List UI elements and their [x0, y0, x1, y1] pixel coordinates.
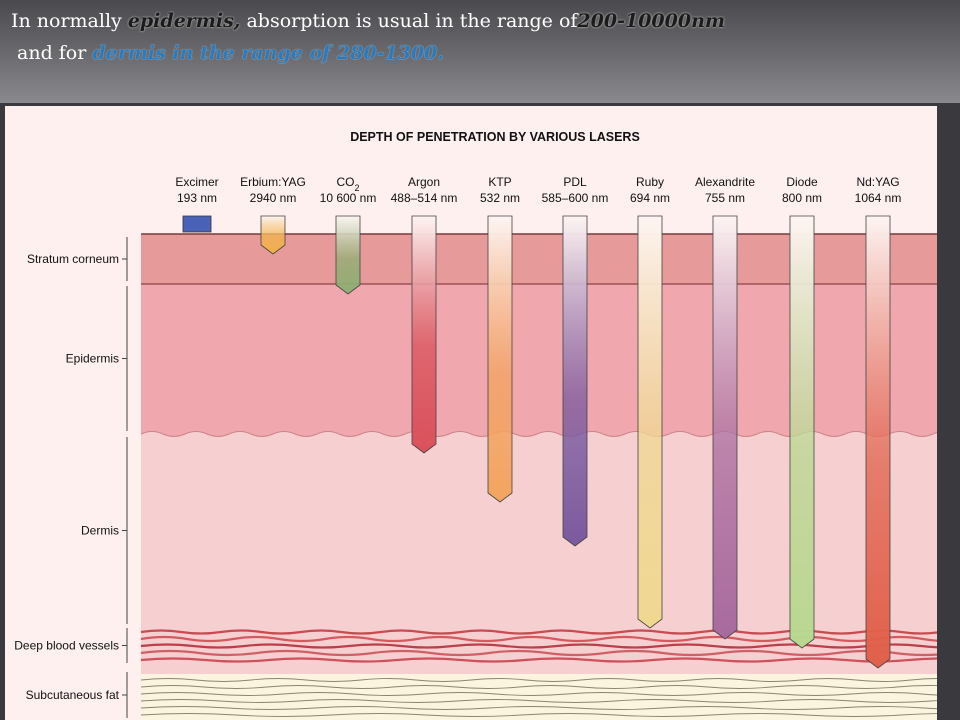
- beam-ruby: [637, 215, 663, 629]
- laser-name-excimer: Excimer: [175, 175, 218, 189]
- layer-label-dermis: Dermis: [81, 524, 119, 538]
- laser-beams: [182, 215, 891, 669]
- subcutaneous-fat-layer: [141, 674, 937, 720]
- beam-erbium-yag: [260, 215, 286, 255]
- beam-nd-yag: [865, 215, 891, 669]
- dermis-range-highlight: dermis in the range of 280-1300.: [92, 42, 444, 64]
- laser-name-nd-yag: Nd:YAG: [856, 175, 899, 189]
- figure-title: DEPTH OF PENETRATION BY VARIOUS LASERS: [350, 130, 640, 144]
- epidermis-layer: [141, 284, 937, 442]
- laser-name-argon: Argon: [408, 175, 440, 189]
- beam-diode: [789, 215, 815, 649]
- beam-argon: [411, 215, 437, 454]
- layer-label-subcutaneous-fat: Subcutaneous fat: [26, 688, 120, 702]
- blood-vessel: [140, 657, 937, 663]
- laser-name-pdl: PDL: [563, 175, 587, 189]
- line2-prefix: and for: [17, 42, 93, 64]
- laser-wavelength-alexandrite: 755 nm: [705, 191, 745, 205]
- laser-wavelength-erbium-yag: 2940 nm: [250, 191, 297, 205]
- fat-lobule-line: [140, 699, 937, 703]
- epidermis-term: epidermis,: [127, 10, 241, 32]
- laser-wavelength-co: 10 600 nm: [320, 191, 377, 205]
- header-line-1: In normally epidermis, absorption is usu…: [11, 10, 725, 32]
- epidermis-range: 200-10000nm: [577, 10, 725, 32]
- laser-wavelength-nd-yag: 1064 nm: [855, 191, 902, 205]
- laser-name-ktp: KTP: [488, 175, 511, 189]
- stratum-corneum-layer: [141, 234, 937, 284]
- blood-vessel: [140, 643, 937, 649]
- fat-lobule-line: [140, 685, 937, 689]
- laser-wavelength-excimer: 193 nm: [177, 191, 217, 205]
- blood-vessel: [140, 649, 937, 657]
- laser-wavelength-argon: 488–514 nm: [391, 191, 458, 205]
- laser-penetration-figure: DEPTH OF PENETRATION BY VARIOUS LASERS S…: [5, 106, 937, 720]
- beam-excimer: [182, 215, 212, 233]
- slide-header: In normally epidermis, absorption is usu…: [0, 0, 960, 103]
- laser-wavelength-ktp: 532 nm: [480, 191, 520, 205]
- laser-wavelength-ruby: 694 nm: [630, 191, 670, 205]
- layer-labels: Stratum corneum Epidermis Dermis Deep blood…: [14, 252, 119, 702]
- line1-middle: absorption is usual in the range of: [240, 10, 578, 32]
- skin-layers: [140, 233, 937, 720]
- blood-vessel: [140, 635, 937, 643]
- laser-name-ruby: Ruby: [636, 175, 664, 189]
- line1-prefix: In normally: [11, 10, 128, 32]
- fat-lobule-line: [140, 713, 937, 717]
- laser-name-co: CO2: [336, 175, 359, 193]
- dermal-junction-line: [140, 431, 937, 437]
- layer-label-epidermis: Epidermis: [66, 352, 119, 366]
- fat-lobule-line: [140, 706, 937, 710]
- laser-name-erbium-yag: Erbium:YAG: [240, 175, 306, 189]
- beam-co: [335, 215, 361, 295]
- beam-ktp: [487, 215, 513, 503]
- header-line-2: and for dermis in the range of 280-1300.: [17, 42, 444, 64]
- laser-name-alexandrite: Alexandrite: [695, 175, 755, 189]
- laser-wavelength-diode: 800 nm: [782, 191, 822, 205]
- beam-alexandrite: [712, 215, 738, 640]
- laser-wavelength-pdl: 585–600 nm: [542, 191, 609, 205]
- laser-name-diode: Diode: [786, 175, 818, 189]
- diagram-canvas: DEPTH OF PENETRATION BY VARIOUS LASERS S…: [5, 106, 937, 720]
- layer-label-deep-blood-vessels: Deep blood vessels: [14, 639, 119, 653]
- layer-label-stratum-corneum: Stratum corneum: [27, 252, 119, 266]
- fat-lobule-line: [140, 692, 937, 696]
- beam-pdl: [562, 215, 588, 547]
- dermis-layer: [141, 431, 937, 674]
- layer-brackets: [122, 237, 128, 718]
- fat-lobule-line: [140, 678, 937, 682]
